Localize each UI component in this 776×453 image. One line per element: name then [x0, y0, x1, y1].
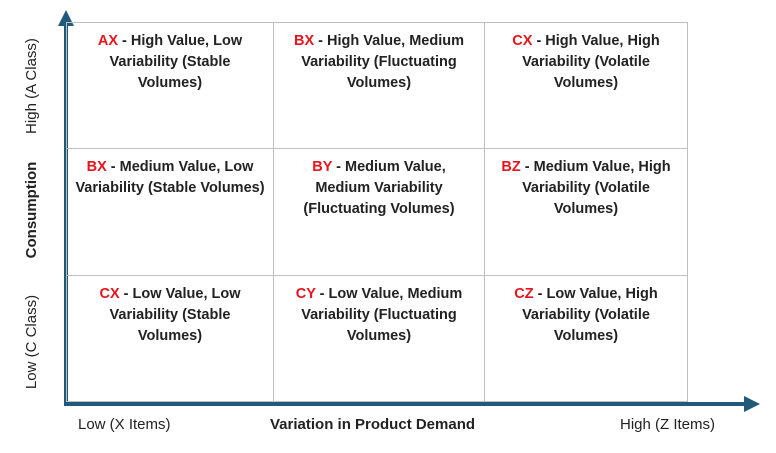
- cell-text: - Low Value, Low Variability (Stable Vol…: [109, 286, 241, 344]
- cell-cx-high: CX - High Value, High Variability (Volat…: [484, 22, 688, 149]
- y-axis-title: Consumption: [23, 161, 40, 259]
- cell-by-medium: BY - Medium Value, Medium Variability (F…: [273, 148, 485, 276]
- x-axis-low-label: Low (X Items): [78, 416, 171, 433]
- cell-text: - Medium Value, Medium Variability (Fluc…: [303, 159, 455, 217]
- cell-code: BX: [293, 33, 315, 49]
- cell-code: CX: [99, 286, 120, 302]
- matrix-grid: AX - High Value, Low Variability (Stable…: [66, 22, 688, 402]
- cell-ax-high: AX - High Value, Low Variability (Stable…: [66, 22, 274, 149]
- cell-code: BZ: [501, 159, 521, 175]
- x-axis-title: Variation in Product Demand: [270, 416, 476, 433]
- cell-code: CY: [295, 286, 316, 302]
- cell-text: - High Value, Low Variability (Stable Vo…: [109, 33, 243, 91]
- cell-code: CX: [512, 33, 533, 49]
- cell-bx-medium: BX - Medium Value, Low Variability (Stab…: [66, 148, 274, 276]
- y-axis-high-label: High (A Class): [23, 38, 40, 134]
- cell-code: CZ: [514, 286, 534, 302]
- cell-code: BX: [86, 159, 107, 175]
- x-axis-arrowhead: [744, 396, 760, 412]
- cell-text: - High Value, Medium Variability (Fluctu…: [301, 33, 464, 91]
- cell-bz-medium: BZ - Medium Value, High Variability (Vol…: [484, 148, 688, 276]
- cell-bx-high: BX - High Value, Medium Variability (Flu…: [273, 22, 485, 149]
- cell-code: BY: [312, 159, 333, 175]
- cell-text: - High Value, High Variability (Volatile…: [522, 33, 660, 91]
- cell-text: - Medium Value, Low Variability (Stable …: [75, 159, 265, 196]
- x-axis-high-label: High (Z Items): [620, 416, 716, 433]
- cell-code: AX: [97, 33, 119, 49]
- cell-text: - Low Value, Medium Variability (Fluctua…: [301, 286, 463, 344]
- cell-text: - Low Value, High Variability (Volatile …: [522, 286, 658, 344]
- cell-text: - Medium Value, High Variability (Volati…: [520, 159, 671, 217]
- cell-cz-low: CZ - Low Value, High Variability (Volati…: [484, 275, 688, 402]
- cell-cx-low: CX - Low Value, Low Variability (Stable …: [66, 275, 274, 402]
- cell-cy-low: CY - Low Value, Medium Variability (Fluc…: [273, 275, 485, 402]
- y-axis-low-label: Low (C Class): [23, 294, 40, 390]
